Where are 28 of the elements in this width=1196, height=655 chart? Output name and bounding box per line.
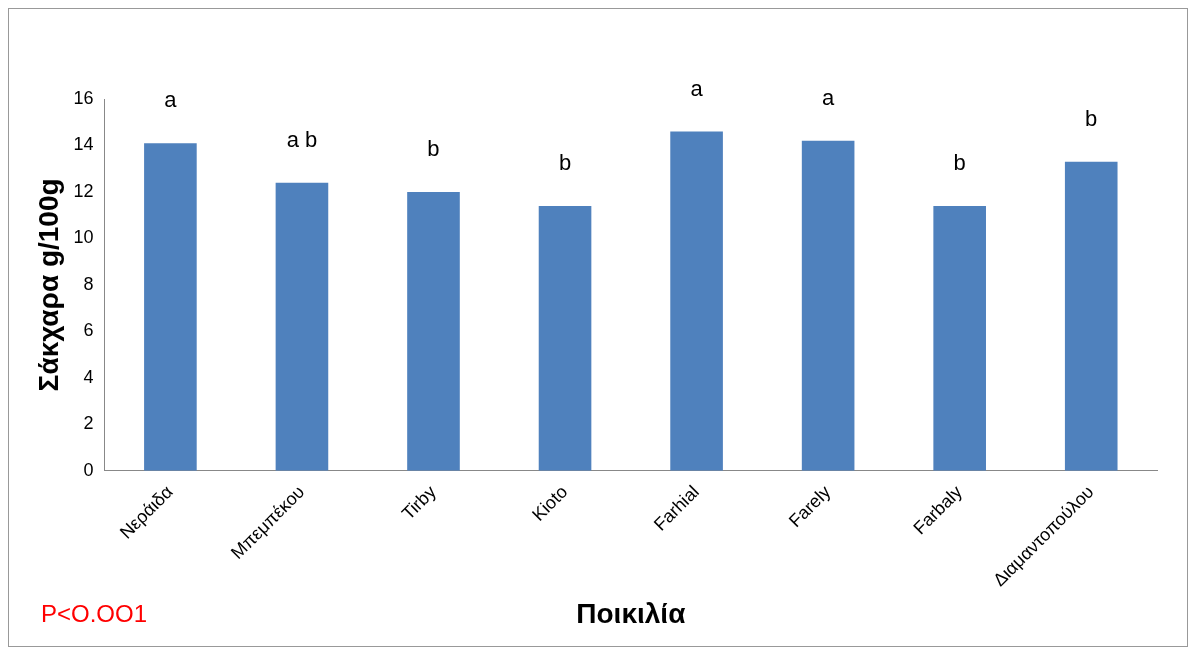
y-tick-label: 14 [73,134,94,155]
bar [407,191,460,471]
y-tick-label: 0 [83,459,94,480]
y-tick-label: 6 [83,320,94,341]
bar [1064,161,1118,471]
annotation: a [690,75,704,101]
annotation: a b [286,126,318,152]
bar [538,205,592,471]
annotation: b [427,136,440,162]
bar [933,205,986,471]
y-tick-label: 10 [73,227,94,248]
annotation: a [822,84,836,110]
y-tick-label: 2 [83,413,94,434]
annotation: a [164,87,178,113]
y-axis-title: Σάκχαρα g/100g [32,178,64,392]
text: P<O.OO1 [41,600,148,628]
y-tick-label: 4 [83,366,94,387]
x-axis-title: Ποικιλία [576,597,686,629]
bar [670,131,723,471]
bar [275,182,329,471]
y-tick-label: 12 [73,180,94,201]
y-tick-label: 16 [73,87,94,108]
annotation: b [558,149,572,175]
annotation: b [1085,105,1098,131]
bar [801,140,855,471]
bar [144,143,197,471]
y-tick-label: 8 [83,273,94,294]
annotation: b [953,149,966,175]
